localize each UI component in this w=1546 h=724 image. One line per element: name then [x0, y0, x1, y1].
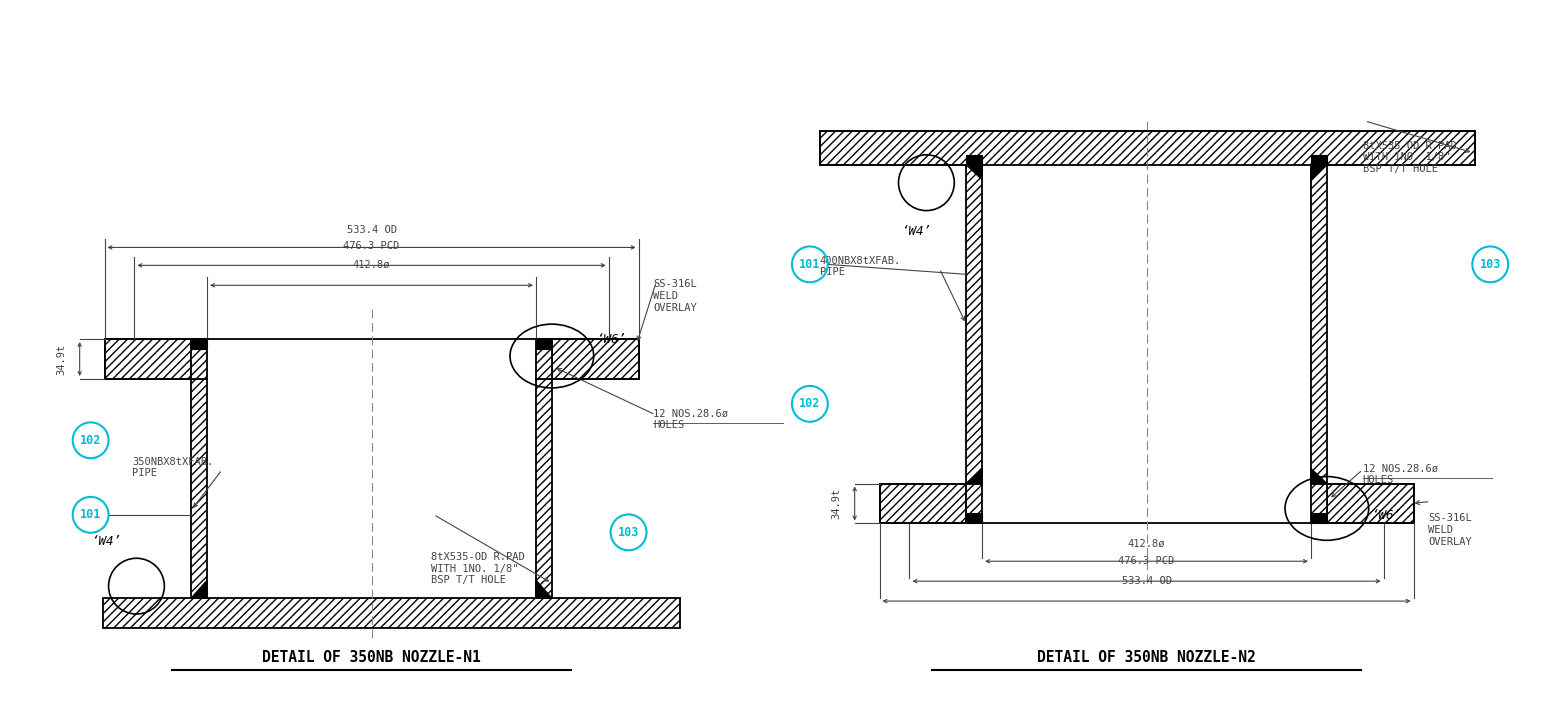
- Text: SS-316L
WELD
OVERLAY: SS-316L WELD OVERLAY: [1429, 513, 1472, 547]
- Polygon shape: [1311, 468, 1326, 484]
- Text: ‘W4’: ‘W4’: [91, 535, 122, 548]
- Bar: [819, 131, 1475, 165]
- Bar: [966, 484, 982, 523]
- Bar: [1311, 513, 1326, 523]
- Text: 400NBX8tXFAB.
PIPE: 400NBX8tXFAB. PIPE: [819, 256, 901, 277]
- Polygon shape: [966, 165, 982, 180]
- Text: 412.8ø: 412.8ø: [1129, 538, 1166, 548]
- Bar: [536, 339, 552, 379]
- Text: ‘W6’: ‘W6’: [595, 332, 626, 345]
- Text: 101: 101: [799, 258, 821, 271]
- Text: SS-316L
WELD
OVERLAY: SS-316L WELD OVERLAY: [654, 279, 697, 313]
- Bar: [880, 484, 966, 523]
- Bar: [1326, 484, 1413, 523]
- Bar: [105, 339, 192, 379]
- Text: 476.3 PCD: 476.3 PCD: [1118, 556, 1175, 566]
- Bar: [1311, 165, 1326, 484]
- Text: 533.4 OD: 533.4 OD: [1121, 576, 1172, 586]
- Bar: [192, 379, 207, 598]
- Text: 103: 103: [1480, 258, 1501, 271]
- Polygon shape: [192, 580, 207, 598]
- Bar: [192, 339, 207, 379]
- Bar: [536, 379, 552, 598]
- Bar: [966, 513, 982, 523]
- Text: 12 NOS.28.6ø
HOLES: 12 NOS.28.6ø HOLES: [654, 409, 728, 431]
- Text: 34.9t: 34.9t: [832, 488, 841, 519]
- Bar: [966, 165, 982, 484]
- Text: 8tX535-OD R.PAD
WITH 1NO. 1/8"
BSP T/T HOLE: 8tX535-OD R.PAD WITH 1NO. 1/8" BSP T/T H…: [1362, 141, 1456, 174]
- Bar: [102, 598, 680, 628]
- Text: 34.9t: 34.9t: [57, 343, 66, 374]
- Bar: [192, 339, 207, 349]
- Polygon shape: [966, 468, 982, 484]
- Text: 102: 102: [799, 397, 821, 411]
- Text: ‘W4’: ‘W4’: [901, 224, 931, 237]
- Bar: [1311, 155, 1326, 165]
- Text: 101: 101: [80, 508, 102, 521]
- Text: ‘W6’: ‘W6’: [1371, 509, 1401, 522]
- Text: 102: 102: [80, 434, 102, 447]
- Text: DETAIL OF 350NB NOZZLE-N1: DETAIL OF 350NB NOZZLE-N1: [263, 650, 481, 665]
- Bar: [1311, 484, 1326, 523]
- Bar: [536, 339, 552, 349]
- Text: 412.8ø: 412.8ø: [352, 259, 390, 269]
- Bar: [552, 339, 638, 379]
- Text: DETAIL OF 350NB NOZZLE-N2: DETAIL OF 350NB NOZZLE-N2: [1037, 650, 1255, 665]
- Text: 103: 103: [618, 526, 638, 539]
- Text: 8tX535-OD R.PAD
WITH 1NO. 1/8"
BSP T/T HOLE: 8tX535-OD R.PAD WITH 1NO. 1/8" BSP T/T H…: [431, 552, 526, 586]
- Polygon shape: [536, 580, 552, 598]
- Text: 350NBX8tXFAB.
PIPE: 350NBX8tXFAB. PIPE: [133, 457, 213, 479]
- Polygon shape: [1311, 165, 1326, 180]
- Text: 12 NOS.28.6ø
HOLES: 12 NOS.28.6ø HOLES: [1362, 463, 1438, 485]
- Text: 476.3 PCD: 476.3 PCD: [343, 241, 400, 251]
- Bar: [966, 155, 982, 165]
- Text: 533.4 OD: 533.4 OD: [346, 225, 396, 235]
